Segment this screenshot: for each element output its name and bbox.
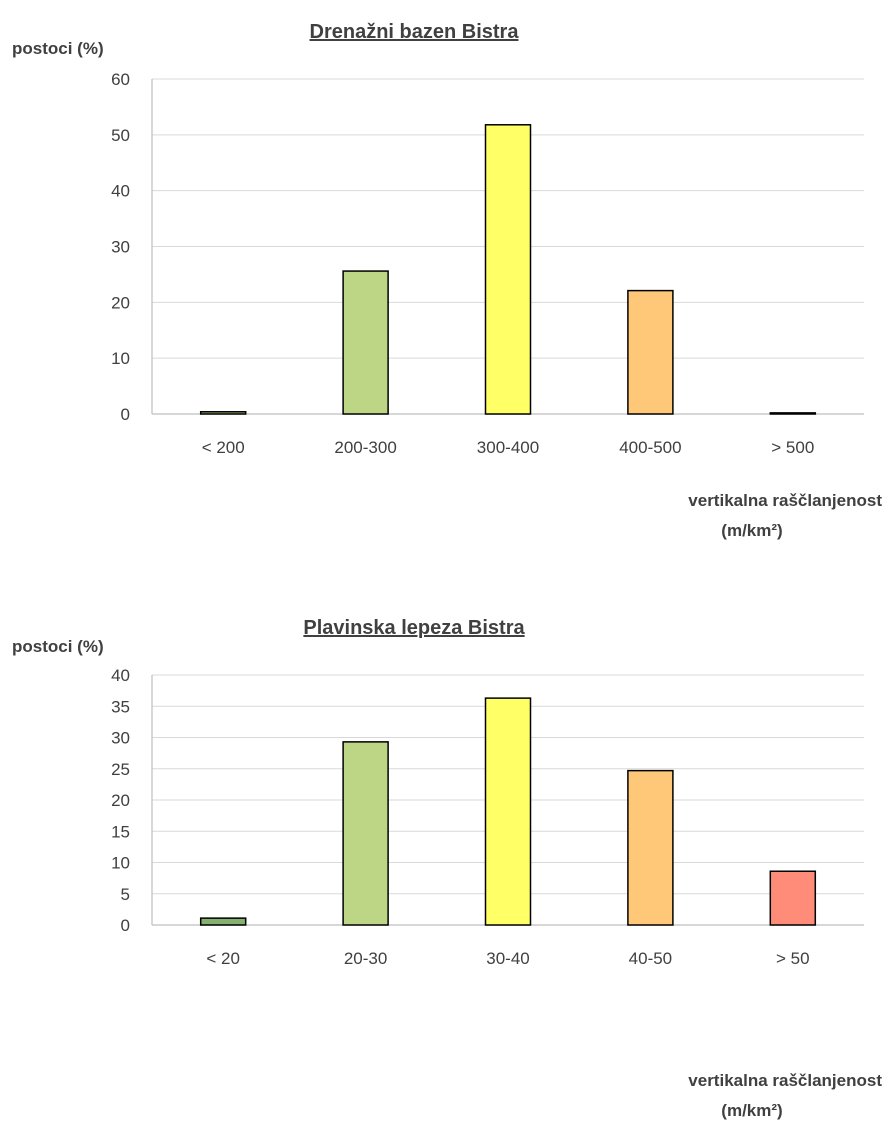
chart2-x-tick-label: 20-30 (344, 949, 387, 968)
chart1-bar (342, 270, 389, 415)
chart1-bar (484, 124, 532, 415)
chart1-bar (627, 289, 674, 415)
chart2-y-tick-label: 20 (111, 791, 130, 810)
chart1-x-tick-label: 200-300 (334, 438, 396, 457)
chart2-x-tick-label: < 20 (206, 949, 240, 968)
chart1-x-tick-label: > 500 (771, 438, 814, 457)
chart2-bar (342, 741, 389, 926)
chart1-y-tick-label: 50 (111, 126, 130, 145)
chart2-x-axis-label-line1: vertikalna raščlanjenost (688, 1071, 882, 1090)
chart1-y-tick-label: 30 (111, 238, 130, 257)
chart2-y-tick-label: 10 (111, 854, 130, 873)
chart2-y-tick-label: 35 (111, 697, 130, 716)
chart2-bar (769, 870, 817, 926)
chart2-x-tick-label: > 50 (776, 949, 810, 968)
chart1-x-tick-label: 300-400 (477, 438, 539, 457)
chart1-x-tick-label: 400-500 (619, 438, 681, 457)
chart2-y-tick-label: 25 (111, 760, 130, 779)
chart1-bar (769, 412, 817, 415)
chart2-x-tick-label: 40-50 (629, 949, 672, 968)
chart2-y-tick-label: 5 (121, 885, 130, 904)
chart2-y-tick-label: 30 (111, 729, 130, 748)
chart2-x-axis-label-line2: (m/km²) (721, 1101, 782, 1120)
chart2-y-tick-label: 40 (111, 666, 130, 685)
chart1-y-tick-label: 10 (111, 349, 130, 368)
chart1-y-tick-label: 20 (111, 293, 130, 312)
chart1-bar (199, 411, 247, 415)
chart1-x-tick-label: < 200 (202, 438, 245, 457)
chart1-y-tick-label: 0 (121, 405, 130, 424)
chart2-y-tick-label: 0 (121, 916, 130, 935)
chart2-bar (199, 917, 247, 926)
chart2-y-axis-label: postoci (%) (12, 637, 104, 656)
chart2-bar (627, 769, 674, 926)
chart1-x-axis-label-line1: vertikalna raščlanjenost (688, 491, 882, 510)
chart1-y-axis-label: postoci (%) (12, 39, 104, 58)
chart1-x-axis-label-line2: (m/km²) (721, 521, 782, 540)
chart1-y-tick-label: 60 (111, 70, 130, 89)
chart2-bar (484, 697, 532, 926)
chart1-y-tick-label: 40 (111, 182, 130, 201)
chart2-x-tick-label: 30-40 (486, 949, 529, 968)
chart1-plot: 0 10 20 30 40 50 60 < 200 200-300 300-400 400-500 >… (111, 70, 864, 457)
chart2-plot: 0 5 10 15 20 25 30 35 40 < 20 20-30 30-40 40-50 > 50 (111, 666, 864, 968)
chart2-y-tick-label: 15 (111, 822, 130, 841)
chart2-title: Plavinska lepeza Bistra (303, 617, 525, 639)
chart1-title: Drenažni bazen Bistra (310, 21, 520, 43)
